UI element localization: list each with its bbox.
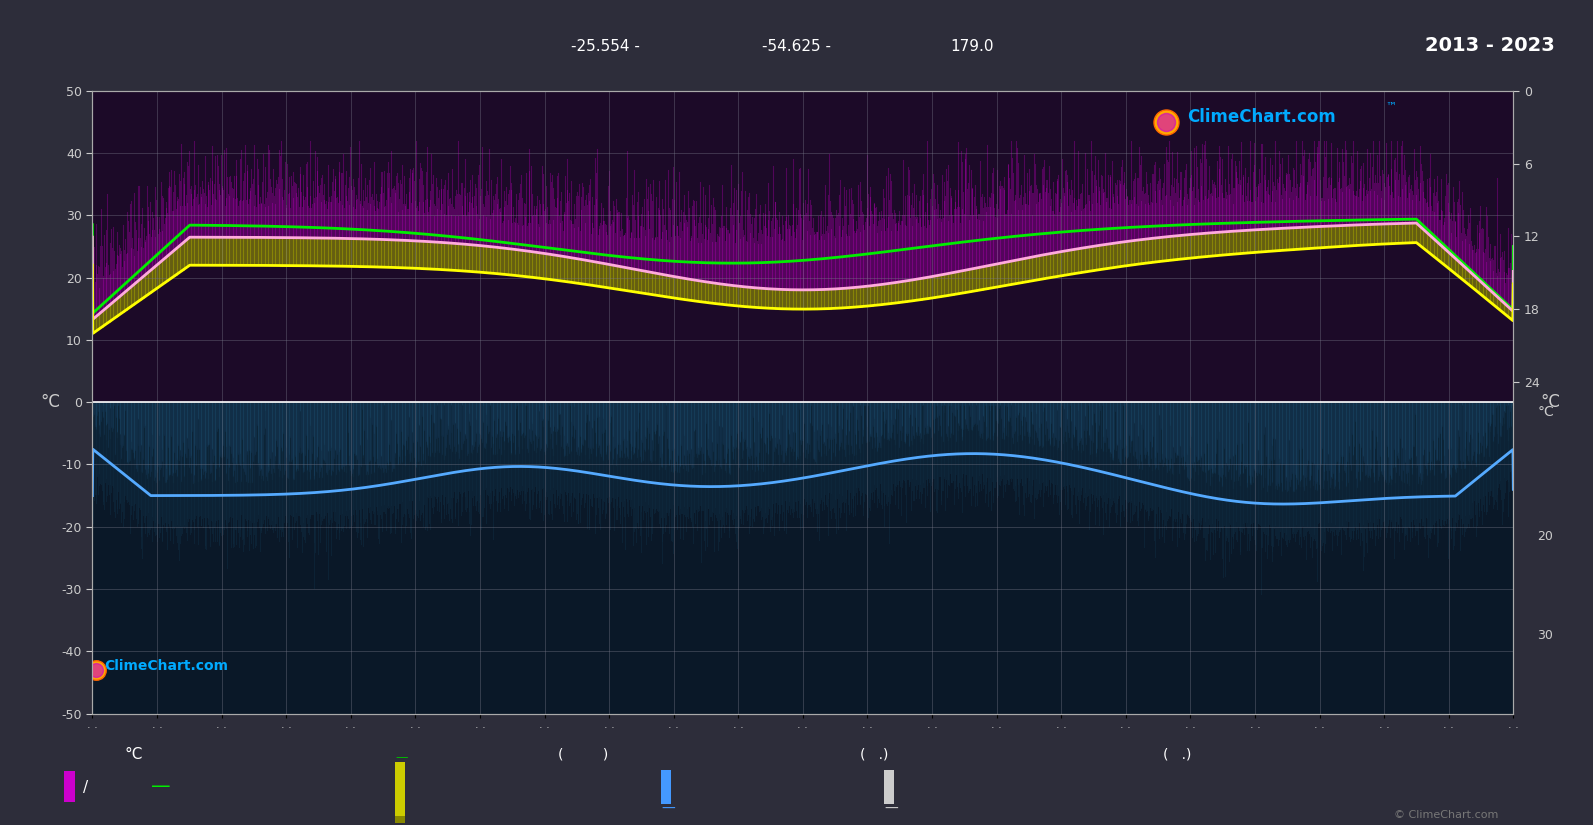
Text: °C: °C [1537,406,1555,419]
Text: (   .): ( .) [860,748,889,762]
Text: —: — [395,751,408,764]
Text: 179.0: 179.0 [949,39,994,54]
Text: —: — [661,802,675,816]
Text: (   .): ( .) [1163,748,1192,762]
Text: 20: 20 [1537,530,1553,543]
Text: -25.554 -: -25.554 - [570,39,640,54]
Text: 30: 30 [1537,629,1553,642]
Text: °C: °C [124,747,143,762]
Text: © ClimeChart.com: © ClimeChart.com [1394,810,1499,820]
Text: -54.625 -: -54.625 - [761,39,832,54]
Bar [92,403,1513,714]
Text: ClimeChart.com: ClimeChart.com [104,659,228,673]
Y-axis label: °C: °C [40,394,61,411]
Text: (         ): ( ) [558,748,609,762]
Text: —: — [884,802,898,816]
Bar [92,91,1513,403]
Text: —: — [151,777,170,796]
Y-axis label: °C: °C [1540,394,1561,411]
Text: ™: ™ [1386,101,1397,111]
Text: /: / [83,780,88,795]
Text: ClimeChart.com: ClimeChart.com [1187,108,1335,126]
Text: 2013 - 2023: 2013 - 2023 [1424,36,1555,55]
